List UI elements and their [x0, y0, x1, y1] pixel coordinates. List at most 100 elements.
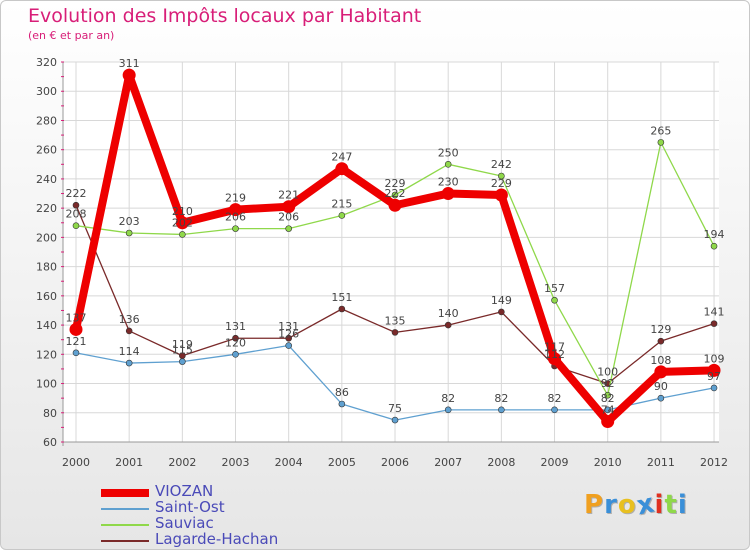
data-label-Lagarde-Hachan-2001: 136: [119, 313, 140, 326]
logo-letter: P: [584, 490, 605, 520]
x-tick-label-2003: 2003: [222, 456, 250, 469]
x-tick-label-2006: 2006: [381, 456, 409, 469]
data-label-Lagarde-Hachan-2002: 119: [172, 338, 193, 351]
data-label-Lagarde-Hachan-2010: 100: [597, 366, 618, 379]
data-label-Sauviac-2003: 206: [225, 211, 246, 224]
data-label-Lagarde-Hachan-2011: 129: [650, 323, 671, 336]
point-Sauviac-2005: [338, 212, 346, 219]
point-Lagarde-Hachan-2003: [232, 334, 239, 342]
y-tick-label-180: 180: [36, 261, 57, 274]
data-label-Sauviac-2000: 208: [66, 208, 87, 221]
point-Lagarde-Hachan-2008: [498, 308, 505, 316]
data-label-Sauviac-2005: 215: [331, 197, 352, 210]
data-label-Lagarde-Hachan-2009: 112: [544, 348, 565, 361]
point-Lagarde-Hachan-2006: [391, 329, 399, 336]
data-label-Sauviac-2004: 206: [278, 211, 299, 224]
plot-area: [63, 62, 719, 442]
data-label-VIOZAN-2006: 222: [385, 187, 406, 200]
legend-label-Lagarde-Hachan: Lagarde-Hachan: [155, 530, 279, 548]
x-tick-label-2002: 2002: [168, 456, 196, 469]
point-VIOZAN-2004: [282, 200, 296, 214]
y-tick-label-260: 260: [36, 144, 57, 157]
data-label-VIOZAN-2008: 229: [491, 177, 512, 190]
y-tick-label-100: 100: [36, 378, 57, 391]
x-tick-label-2009: 2009: [541, 456, 569, 469]
data-label-VIOZAN-2002: 210: [172, 205, 193, 218]
y-tick-label-140: 140: [36, 319, 57, 332]
y-tick-label-300: 300: [36, 85, 57, 98]
data-label-Lagarde-Hachan-2003: 131: [225, 320, 246, 333]
x-tick-label-2011: 2011: [647, 456, 675, 469]
legend-label-Sauviac: Sauviac: [155, 514, 214, 532]
point-Saint-Ost-2005: [338, 400, 346, 408]
data-label-VIOZAN-2001: 311: [119, 57, 140, 70]
data-label-Lagarde-Hachan-2000: 222: [66, 187, 87, 200]
point-VIOZAN-2008: [494, 188, 508, 202]
x-tick-label-2000: 2000: [62, 456, 90, 469]
point-VIOZAN-2009: [548, 352, 562, 366]
data-label-Sauviac-2008: 242: [491, 158, 512, 171]
y-tick-label-220: 220: [36, 202, 57, 215]
point-Saint-Ost-2008: [498, 406, 505, 414]
chart-subtitle: (en € et par an): [28, 29, 115, 42]
data-label-Saint-Ost-2010: 82: [601, 392, 615, 405]
data-label-VIOZAN-2007: 230: [438, 176, 459, 189]
point-Saint-Ost-2004: [285, 342, 292, 349]
point-Saint-Ost-2007: [444, 406, 452, 414]
point-VIOZAN-2001: [122, 68, 136, 82]
point-VIOZAN-2006: [388, 198, 402, 212]
legend-swatch-Lagarde-Hachan: [101, 540, 149, 542]
x-tick-label-2012: 2012: [700, 456, 728, 469]
point-VIOZAN-2000: [69, 322, 83, 336]
data-label-VIOZAN-2009: 117: [544, 341, 565, 354]
x-tick-label-2008: 2008: [487, 456, 515, 469]
data-label-Saint-Ost-2000: 121: [66, 335, 87, 348]
x-tick-label-2007: 2007: [434, 456, 462, 469]
point-Saint-Ost-2006: [391, 416, 399, 424]
data-label-Sauviac-2012: 194: [704, 228, 725, 241]
point-Saint-Ost-2012: [710, 384, 718, 392]
data-label-Sauviac-2002: 202: [172, 216, 193, 229]
legend-swatch-VIOZAN: [101, 489, 149, 497]
point-Sauviac-2003: [232, 225, 239, 232]
point-Sauviac-2000: [72, 222, 80, 229]
x-tick-label-2010: 2010: [594, 456, 622, 469]
point-Sauviac-2011: [657, 139, 665, 146]
point-Sauviac-2002: [179, 231, 186, 238]
point-Lagarde-Hachan-2005: [338, 305, 346, 313]
point-Saint-Ost-2011: [657, 394, 665, 402]
point-Lagarde-Hachan-2011: [657, 337, 665, 345]
logo-letter: i: [654, 490, 665, 520]
proxiti-logo: Proxiti: [584, 488, 688, 521]
point-Saint-Ost-2002: [179, 358, 186, 365]
data-label-Saint-Ost-2005: 86: [335, 386, 349, 399]
logo-letter: r: [604, 490, 618, 520]
y-tick-label-280: 280: [36, 114, 57, 127]
y-tick-label-240: 240: [36, 173, 57, 186]
data-label-Saint-Ost-2009: 82: [548, 392, 562, 405]
x-tick-label-2005: 2005: [328, 456, 356, 469]
y-tick-label-80: 80: [43, 407, 57, 420]
data-label-Sauviac-2009: 157: [544, 282, 565, 295]
data-label-Saint-Ost-2006: 75: [388, 402, 402, 415]
point-VIOZAN-2012: [707, 363, 721, 377]
point-Saint-Ost-2003: [232, 351, 239, 358]
data-label-Sauviac-2011: 265: [650, 124, 671, 137]
point-Sauviac-2008: [498, 172, 505, 180]
data-label-VIOZAN-2010: 74: [601, 404, 615, 417]
data-label-Saint-Ost-2007: 82: [441, 392, 455, 405]
data-label-Saint-Ost-2012: 97: [707, 370, 721, 383]
y-tick-label-60: 60: [43, 436, 57, 449]
data-label-Saint-Ost-2002: 115: [172, 344, 193, 357]
data-label-Lagarde-Hachan-2012: 141: [704, 306, 725, 319]
point-Lagarde-Hachan-2000: [72, 201, 80, 209]
data-label-VIOZAN-2011: 108: [650, 354, 671, 367]
data-label-Sauviac-2006: 229: [385, 177, 406, 190]
point-VIOZAN-2005: [335, 162, 349, 176]
data-label-Lagarde-Hachan-2007: 140: [438, 307, 459, 320]
data-label-Saint-Ost-2004: 126: [278, 328, 299, 341]
point-Sauviac-2009: [551, 296, 558, 304]
legend-swatch-Saint-Ost: [101, 508, 149, 510]
